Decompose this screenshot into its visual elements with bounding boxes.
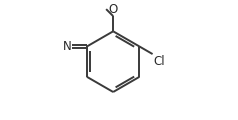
Text: O: O (109, 3, 118, 16)
Text: N: N (62, 40, 71, 53)
Text: Cl: Cl (153, 55, 165, 68)
